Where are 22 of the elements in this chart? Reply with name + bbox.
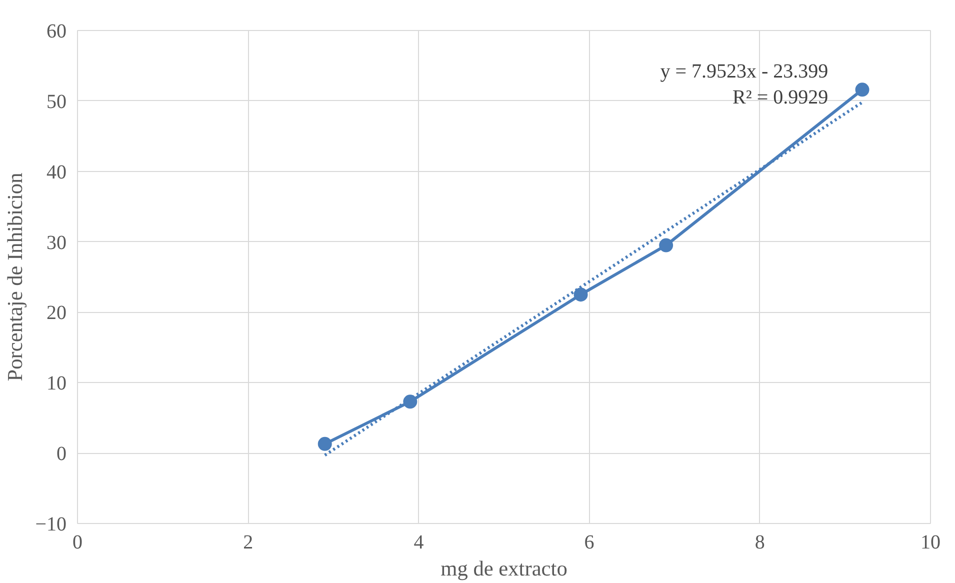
- x-tick-label: 2: [243, 532, 254, 554]
- y-tick-label: 30: [46, 232, 66, 254]
- x-tick-label: 0: [72, 532, 82, 554]
- y-tick-label: −10: [35, 514, 66, 536]
- annotation: R² = 0.9929: [732, 86, 828, 108]
- y-axis-title: Porcentaje de Inhibicion: [3, 172, 28, 382]
- annotation: y = 7.9523x - 23.399: [660, 60, 828, 82]
- x-axis-title: mg de extracto: [440, 556, 568, 580]
- x-tick-label: 10: [920, 532, 940, 554]
- y-tick-label: 20: [46, 302, 66, 324]
- point: [574, 288, 588, 302]
- y-tick-label: 60: [46, 20, 66, 42]
- point: [659, 238, 674, 252]
- point: [855, 82, 870, 97]
- x-tick-label: 4: [414, 532, 424, 554]
- y-tick-label: 50: [46, 90, 66, 113]
- x-tick-label: 8: [754, 532, 765, 554]
- y-tick-label: 0: [56, 443, 66, 466]
- x-tick-label: 6: [584, 532, 594, 554]
- y-tick-label: 10: [46, 372, 66, 395]
- point: [318, 436, 332, 451]
- y-tick-label: 40: [46, 161, 66, 184]
